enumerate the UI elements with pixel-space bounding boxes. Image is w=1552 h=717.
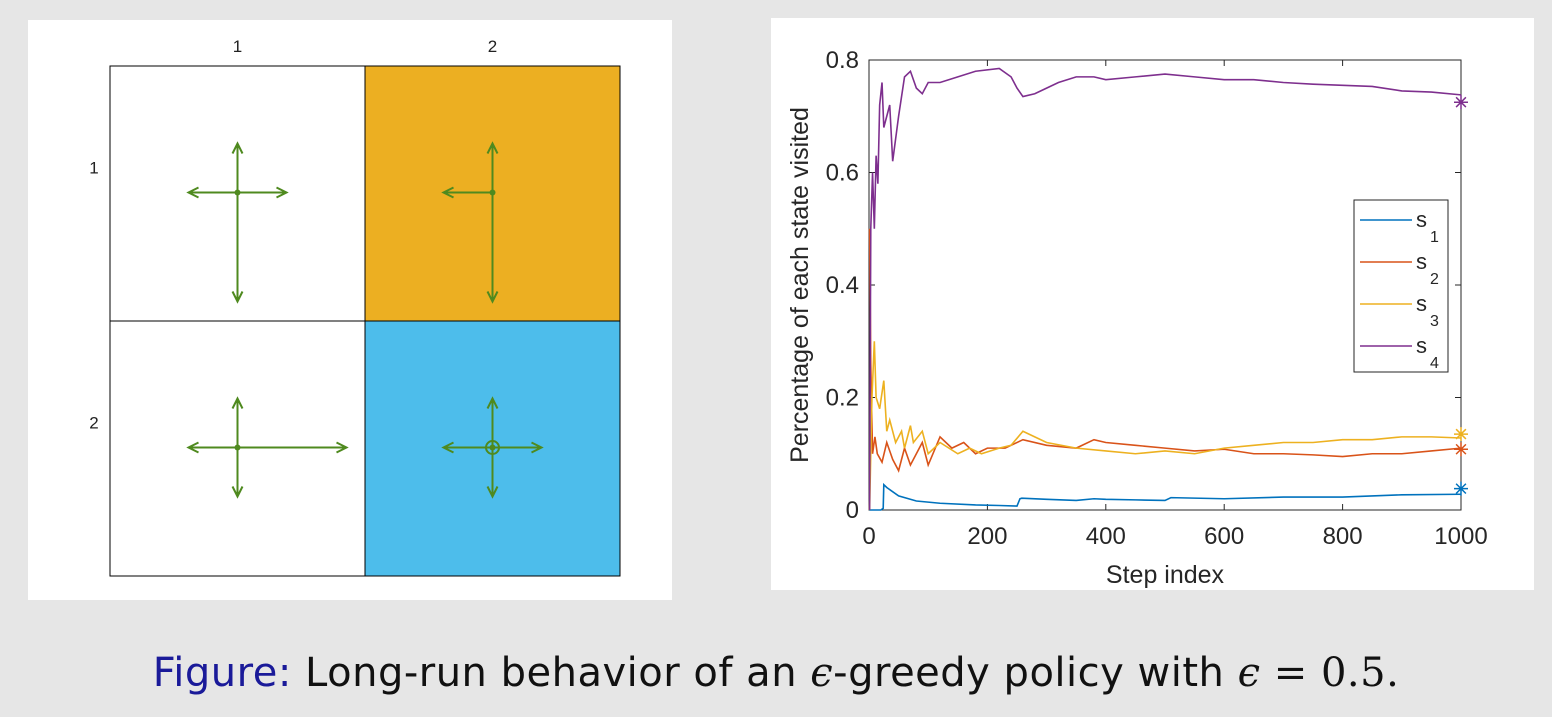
arrowhead-icon bbox=[486, 141, 499, 154]
caption-prefix: Figure: bbox=[152, 650, 292, 696]
y-axis-label: Percentage of each state visited bbox=[786, 107, 814, 463]
arrowhead-icon bbox=[486, 291, 499, 304]
arrowhead-icon bbox=[231, 291, 244, 304]
arrowhead-icon bbox=[486, 396, 499, 409]
x-tick-label: 400 bbox=[1086, 523, 1126, 550]
legend-entry-s3: s bbox=[1416, 291, 1427, 316]
legend-subscript: 2 bbox=[1430, 271, 1439, 288]
arrowhead-icon bbox=[186, 441, 199, 454]
stay-circle-icon bbox=[485, 440, 500, 455]
caption-value: 0.5. bbox=[1320, 650, 1400, 696]
y-tick-label: 0.2 bbox=[826, 385, 859, 412]
col-label: 1 bbox=[233, 37, 242, 56]
arrowhead-icon bbox=[231, 396, 244, 409]
state-dot bbox=[489, 189, 496, 196]
legend-subscript: 4 bbox=[1430, 355, 1439, 372]
y-tick-label: 0.6 bbox=[826, 160, 859, 187]
grid-world-panel: 1 2 1 2 bbox=[28, 20, 672, 600]
caption-text: Long-run behavior of an bbox=[305, 650, 798, 696]
caption-equals: = bbox=[1273, 650, 1308, 696]
row-label: 2 bbox=[89, 414, 98, 433]
caption-text-2: -greedy policy with bbox=[833, 650, 1225, 696]
x-tick-label: 1000 bbox=[1434, 523, 1487, 550]
end-marker-s2 bbox=[1454, 442, 1468, 457]
arrowhead-icon bbox=[336, 441, 349, 454]
arrowhead-icon bbox=[486, 486, 499, 499]
arrowhead-icon bbox=[441, 441, 454, 454]
series-line-s1 bbox=[869, 482, 1462, 511]
state-dot bbox=[234, 444, 241, 451]
legend-entry-s2: s bbox=[1416, 249, 1427, 274]
state-dot bbox=[234, 189, 241, 196]
series-line-s3 bbox=[868, 341, 1462, 511]
legend-box bbox=[1353, 199, 1449, 373]
legend-subscript: 3 bbox=[1430, 313, 1439, 330]
col-label: 2 bbox=[488, 37, 497, 56]
y-tick-label: 0.4 bbox=[826, 272, 859, 299]
end-marker-s1 bbox=[1454, 481, 1468, 496]
series-line-s4 bbox=[868, 67, 1462, 511]
row-label: 1 bbox=[89, 159, 98, 178]
chart-panel: 0 200 400 600 800 1000 0 0.2 0.4 0.6 0.8 Step index… bbox=[771, 18, 1534, 590]
x-tick-label: 800 bbox=[1323, 523, 1363, 550]
state-visit-chart: 0 200 400 600 800 1000 0 0.2 0.4 0.6 0.8 Step index… bbox=[786, 47, 1488, 589]
arrowhead-icon bbox=[231, 141, 244, 154]
legend-entry-s1: s bbox=[1416, 207, 1427, 232]
caption-epsilon-2: ϵ bbox=[1237, 650, 1261, 696]
arrowhead-icon bbox=[531, 441, 544, 454]
arrowhead-icon bbox=[441, 186, 454, 199]
end-marker-s3 bbox=[1454, 427, 1468, 442]
arrowhead-icon bbox=[276, 186, 289, 199]
end-marker-s4 bbox=[1454, 95, 1468, 110]
grid-world: 1 2 1 2 bbox=[89, 37, 621, 577]
x-axis-label: Step index bbox=[1106, 561, 1225, 589]
arrowhead-icon bbox=[186, 186, 199, 199]
figure-caption: Figure: Long-run behavior of an ϵ-greedy… bbox=[0, 650, 1552, 696]
arrowhead-icon bbox=[231, 486, 244, 499]
legend-entry-s4: s bbox=[1416, 333, 1427, 358]
y-tick-label: 0.8 bbox=[826, 47, 859, 74]
x-tick-label: 600 bbox=[1204, 523, 1244, 550]
state-dot bbox=[489, 444, 496, 451]
caption-epsilon: ϵ bbox=[810, 650, 834, 696]
y-tick-label: 0 bbox=[846, 497, 859, 524]
series-line-s2 bbox=[868, 228, 1462, 473]
x-tick-label: 0 bbox=[862, 523, 875, 550]
legend-subscript: 1 bbox=[1430, 229, 1439, 246]
x-tick-label: 200 bbox=[967, 523, 1007, 550]
